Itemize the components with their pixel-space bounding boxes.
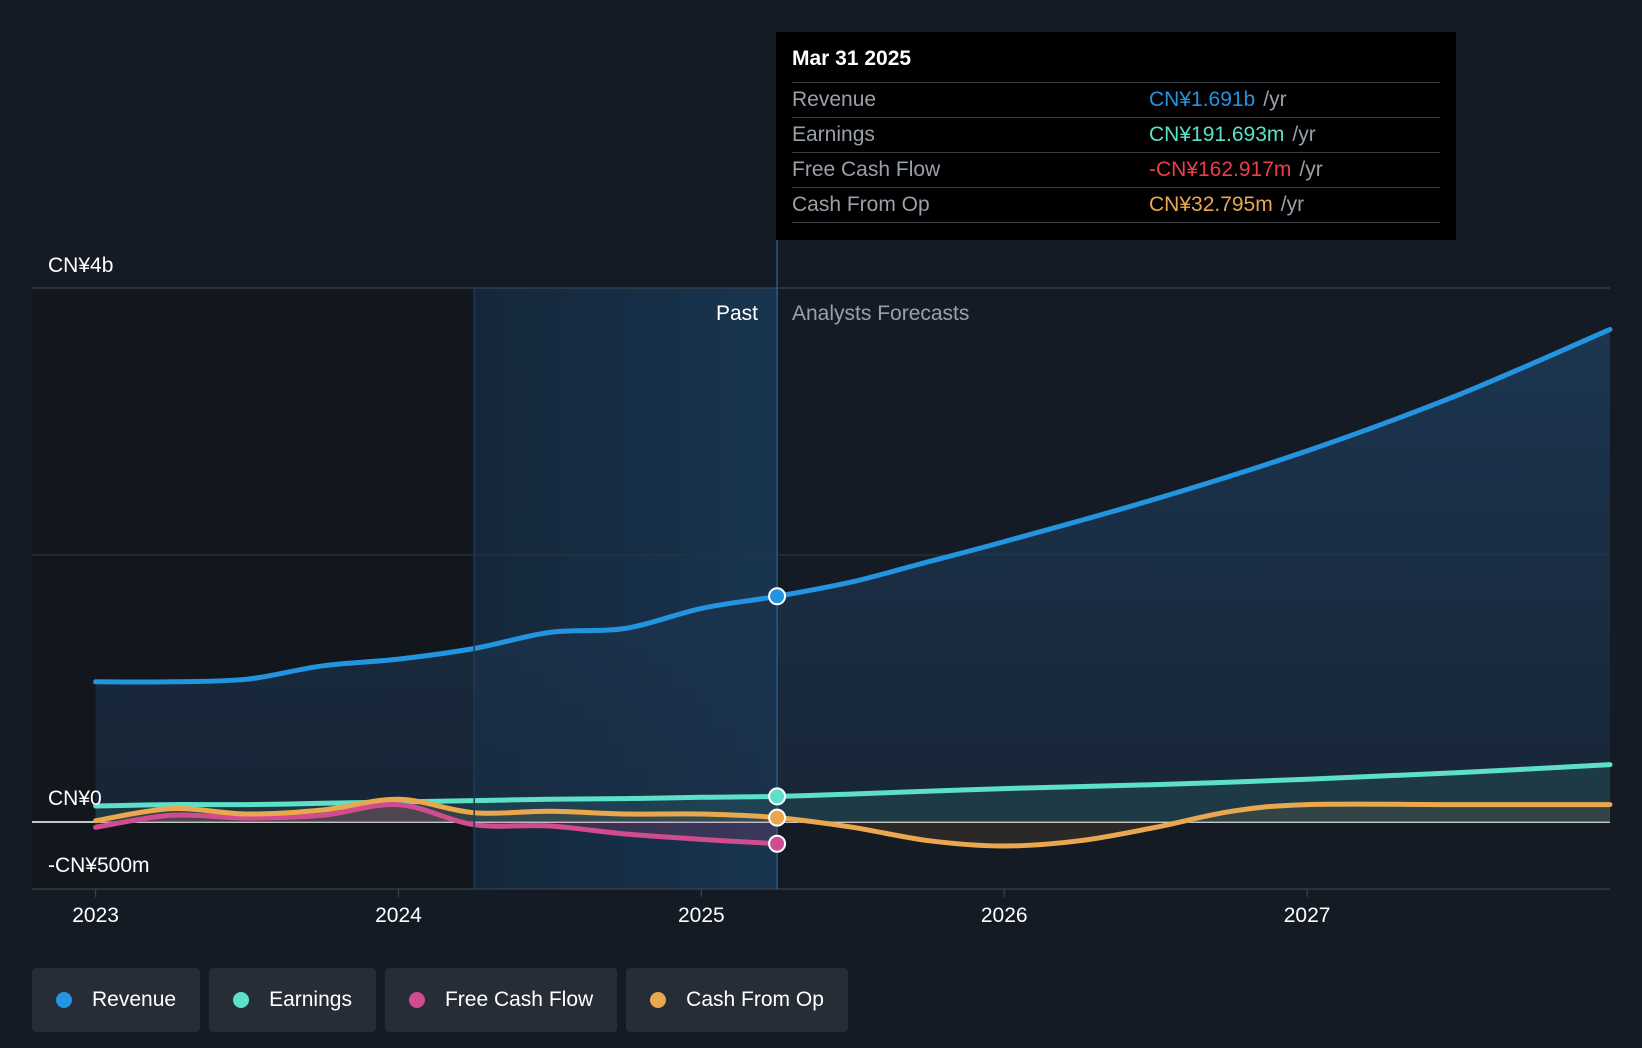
past-label: Past <box>716 302 758 325</box>
earnings-marker <box>768 787 787 806</box>
tooltip-row-revenue: Revenue CN¥1.691b /yr <box>792 82 1440 117</box>
free-cash-flow-marker <box>768 834 787 853</box>
tooltip-row-label: Cash From Op <box>792 193 930 216</box>
legend-item-free-cash-flow[interactable]: Free Cash Flow <box>384 968 618 1032</box>
tooltip-row-unit: /yr <box>1280 193 1305 216</box>
tooltip-row-free-cash-flow: Free Cash Flow -CN¥162.917m /yr <box>792 152 1440 187</box>
earnings-line[interactable] <box>93 762 1613 809</box>
y-axis-top-label: CN¥4b <box>48 254 113 277</box>
revenue-line[interactable] <box>93 326 1613 685</box>
y-axis-bottom-label: -CN¥500m <box>48 854 150 877</box>
y-axis-zero-label: CN¥0 <box>48 787 102 810</box>
forecast-label: Analysts Forecasts <box>792 302 969 325</box>
tooltip-row-label: Revenue <box>792 88 877 111</box>
free-cash-flow-line[interactable] <box>93 801 780 847</box>
x-axis-ticks: 2023 2024 2025 2026 2027 <box>72 889 1330 927</box>
legend-label: Earnings <box>269 988 352 1011</box>
cash-from-op-marker <box>768 808 787 827</box>
x-tick-label: 2024 <box>375 904 422 927</box>
x-tick-label: 2023 <box>72 904 119 927</box>
x-tick-label: 2026 <box>981 904 1028 927</box>
cash-from-op-area <box>95 799 1611 846</box>
x-tick-label: 2025 <box>678 904 725 927</box>
tooltip-row-label: Free Cash Flow <box>792 158 941 181</box>
tooltip-row-cash-from-op: Cash From Op CN¥32.795m /yr <box>792 187 1440 223</box>
earnings-dot-icon <box>233 992 250 1008</box>
cash-from-op-line[interactable] <box>93 796 1613 849</box>
legend-label: Cash From Op <box>686 988 824 1011</box>
legend-label: Revenue <box>92 988 177 1011</box>
tooltip-row-unit: /yr <box>1263 88 1287 111</box>
tooltip-row-unit: /yr <box>1292 123 1316 146</box>
legend-item-cash-from-op[interactable]: Cash From Op <box>626 968 848 1032</box>
tooltip-date: Mar 31 2025 <box>792 47 912 70</box>
revenue-marker <box>768 587 787 606</box>
series-lines <box>93 326 1613 849</box>
tooltip-row-earnings: Earnings CN¥191.693m /yr <box>792 117 1440 152</box>
legend: Revenue Earnings Free Cash Flow Cash Fro… <box>32 968 848 1032</box>
tooltip-row-unit: /yr <box>1299 158 1323 181</box>
tooltip-row-value: -CN¥162.917m <box>1149 158 1292 181</box>
cash-from-op-dot-icon <box>650 992 667 1008</box>
tooltip-row-value: CN¥191.693m <box>1149 123 1285 146</box>
tooltip: Mar 31 2025 Revenue CN¥1.691b /yr Earnin… <box>776 32 1456 240</box>
legend-label: Free Cash Flow <box>444 988 594 1011</box>
free-cash-flow-dot-icon <box>408 992 425 1008</box>
tooltip-row-value: CN¥32.795m <box>1149 193 1273 216</box>
revenue-dot-icon <box>56 992 72 1008</box>
legend-item-earnings[interactable]: Earnings <box>209 968 376 1032</box>
tooltip-row-label: Earnings <box>792 123 875 146</box>
hover-markers <box>768 587 787 853</box>
tooltip-row-value: CN¥1.691b <box>1149 88 1256 111</box>
x-tick-label: 2027 <box>1284 904 1331 927</box>
legend-item-revenue[interactable]: Revenue <box>32 968 201 1032</box>
